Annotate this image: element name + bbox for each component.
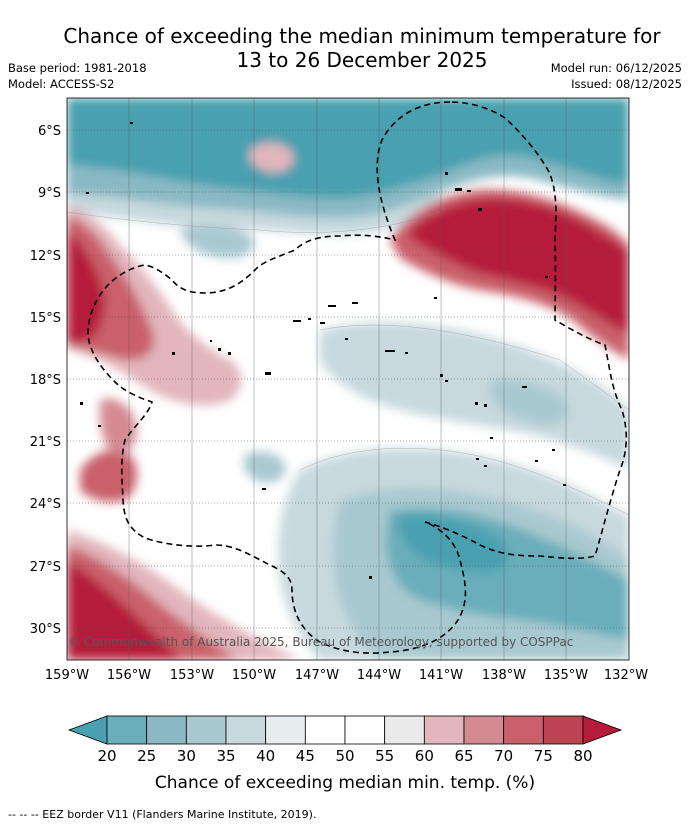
colorbar-cell: [463, 715, 505, 745]
lon-label: 156°W: [107, 668, 151, 683]
colorbar-cell: [542, 715, 584, 745]
colorbar-tick-label: 50: [335, 747, 354, 765]
colorbar-cell: [304, 715, 346, 745]
meta-right: Model run: 06/12/2025 Issued: 08/12/2025: [551, 60, 682, 92]
colorbar-over-arrow: [582, 715, 623, 745]
colorbar-cell: [146, 715, 187, 745]
meta-left: Base period: 1981-2018 Model: ACCESS-S2: [8, 60, 147, 92]
colorbar-tick-label: 40: [256, 747, 275, 765]
colorbar-tick-label: 65: [454, 747, 473, 765]
lat-label: 12°S: [30, 249, 61, 264]
colorbar-cells: [106, 715, 584, 745]
colorbar-tick-label: 45: [296, 747, 315, 765]
colorbar-cell: [384, 715, 425, 745]
colorbar-tick-label: 30: [177, 747, 196, 765]
lon-label: 150°W: [232, 668, 276, 683]
title-line-2: 13 to 26 December 2025: [236, 48, 488, 72]
lat-label: 9°S: [38, 186, 61, 201]
copyright-text: © Commonwealth of Australia 2025, Bureau…: [68, 635, 573, 649]
lat-label: 21°S: [30, 435, 61, 450]
colorbar-tick-label: 35: [216, 747, 235, 765]
coastlines: [80, 122, 566, 579]
map-frame: [66, 97, 630, 661]
colorbar-tick-label: 20: [97, 747, 116, 765]
colorbar-ticks: 20 25 30 35 40 45 50 55 60 65 70 75 80: [97, 747, 592, 765]
model-name: Model: ACCESS-S2: [8, 77, 115, 91]
lon-label: 153°W: [170, 668, 214, 683]
lon-label: 132°W: [604, 668, 648, 683]
colorbar-cell: [106, 715, 148, 745]
model-run: Model run: 06/12/2025: [550, 61, 682, 75]
footer-note: -- -- -- EEZ border V11 (Flanders Marine…: [8, 808, 317, 821]
issued-date: Issued: 08/12/2025: [571, 77, 682, 91]
lat-label: 30°S: [30, 622, 61, 637]
longitude-labels: 159°W 156°W 153°W 150°W 147°W 144°W 141°…: [45, 668, 648, 683]
lat-label: 6°S: [38, 124, 61, 139]
colorbar-label: Chance of exceeding median min. temp. (%…: [155, 773, 535, 793]
colorbar-cell: [423, 715, 465, 745]
lon-label: 141°W: [419, 668, 463, 683]
colorbar-cell: [344, 715, 386, 745]
colorbar-cell: [225, 715, 267, 745]
lon-label: 144°W: [357, 668, 401, 683]
colorbar-tick-label: 75: [534, 747, 553, 765]
lon-label: 159°W: [45, 668, 89, 683]
graticule: [67, 129, 629, 629]
lon-label: 135°W: [544, 668, 588, 683]
lat-label: 24°S: [30, 497, 61, 512]
eez-border: [87, 101, 628, 654]
colorbar-under-arrow: [67, 715, 108, 745]
latitude-labels: 6°S 9°S 12°S 15°S 18°S 21°S 24°S 27°S 30…: [30, 124, 61, 637]
colorbar-cell: [185, 715, 227, 745]
map-title: Chance of exceeding the median minimum t…: [0, 24, 690, 72]
colorbar-tick-label: 55: [375, 747, 394, 765]
lat-label: 18°S: [30, 373, 61, 388]
colorbar-tick-label: 80: [573, 747, 592, 765]
colorbar: 20 25 30 35 40 45 50 55 60 65 70 75 80 Chance of exc…: [67, 715, 623, 793]
lat-label: 15°S: [30, 311, 61, 326]
colorbar-tick-label: 70: [494, 747, 513, 765]
colorbar-tick-label: 60: [415, 747, 434, 765]
colorbar-tick-label: 25: [137, 747, 156, 765]
colorbar-cell: [265, 715, 306, 745]
lat-label: 27°S: [30, 560, 61, 575]
colorbar-cell: [503, 715, 544, 745]
lon-label: 138°W: [482, 668, 526, 683]
lon-label: 147°W: [295, 668, 339, 683]
base-period: Base period: 1981-2018: [8, 61, 147, 75]
title-line-1: Chance of exceeding the median minimum t…: [63, 24, 661, 48]
